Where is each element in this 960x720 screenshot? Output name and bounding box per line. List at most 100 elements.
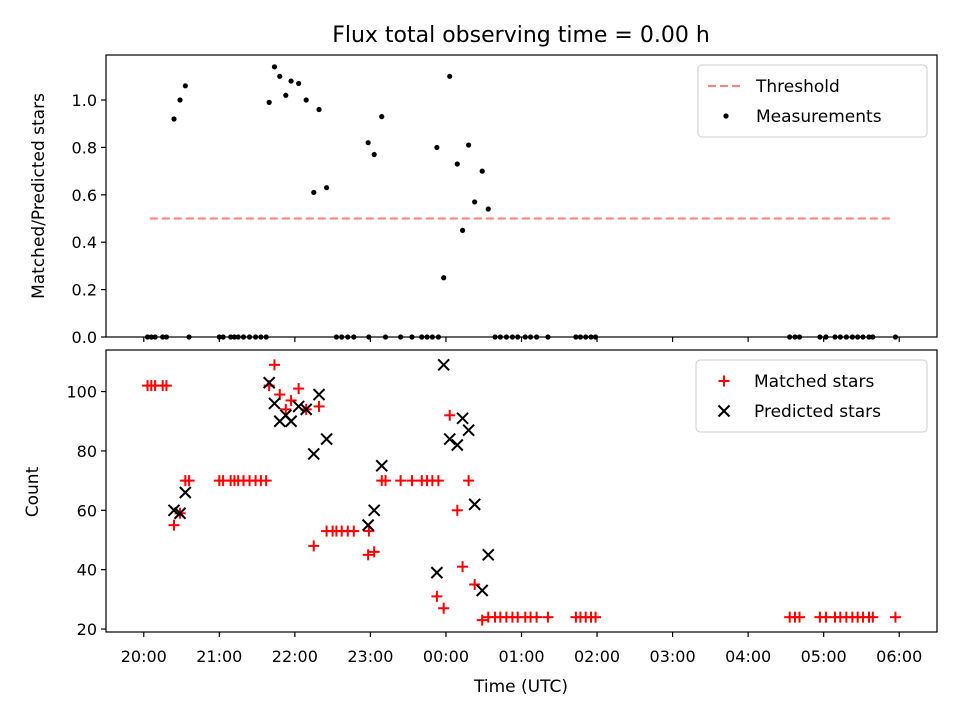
bottom-x-tick-label-10: 06:00 [876, 647, 922, 666]
top-legend: Threshold Measurements [697, 64, 928, 138]
top-point-0-33 [365, 140, 371, 146]
bottom-point-1-9 [299, 403, 313, 416]
bottom-x-tick-label-6: 02:00 [574, 647, 620, 666]
bottom-y-tick-label-1: 40 [77, 561, 97, 580]
bottom-point-0-81 [889, 611, 901, 623]
top-point-0-50 [472, 199, 478, 205]
bottom-point-1-4 [268, 397, 281, 410]
x-axis-label: Time (UTC) [473, 677, 568, 697]
bottom-legend-label-1: Predicted stars [754, 402, 881, 422]
top-point-0-49 [466, 142, 472, 148]
bottom-point-0-22 [280, 403, 292, 415]
bottom-point-0-8 [183, 475, 195, 487]
top-point-0-5 [171, 116, 177, 122]
top-point-0-6 [177, 97, 183, 103]
top-point-0-46 [447, 73, 453, 79]
bottom-point-1-2-b [179, 486, 192, 499]
bottom-y-tick-label-4: 100 [66, 383, 97, 402]
bottom-legend-marker-1-b [717, 404, 731, 418]
bottom-point-1-12 [320, 432, 333, 446]
top-series-0 [144, 64, 899, 340]
bottom-point-0-24 [293, 383, 305, 395]
bottom-point-0-45 [431, 590, 443, 602]
bottom-point-1-14-b [367, 504, 381, 517]
bottom-point-1-13-b [361, 518, 375, 532]
bottom-y-tick-label-0: 20 [77, 620, 97, 639]
bottom-point-0-37 [363, 525, 375, 537]
top-y-tick-label-3: 0.6 [72, 186, 97, 205]
top-y-tick-label-4: 0.8 [72, 138, 97, 157]
bottom-point-1-21 [462, 423, 475, 437]
top-point-0-22 [283, 92, 289, 98]
bottom-point-1-9-b [299, 403, 313, 416]
bottom-y-axis-label: Count [23, 466, 43, 517]
bottom-point-1-10 [307, 447, 320, 461]
bottom-point-0-67 [590, 611, 602, 623]
top-point-0-27 [316, 106, 322, 113]
bottom-x-tick-label-8: 04:00 [725, 647, 771, 666]
bottom-point-0-48 [451, 504, 463, 516]
bottom-point-1-22-b [468, 498, 481, 511]
bottom-point-1-17 [437, 358, 450, 372]
bottom-legend-marker-0 [718, 375, 730, 387]
bottom-point-0-33 [348, 525, 360, 537]
bottom-point-0-47 [444, 409, 456, 421]
bottom-point-1-13 [361, 518, 375, 532]
bottom-point-0-27 [313, 400, 325, 412]
bottom-point-1-19-b [451, 438, 464, 452]
bottom-point-1-3-b [262, 376, 276, 389]
top-y-tick-label-5: 1.0 [72, 91, 97, 110]
top-point-0-35 [379, 114, 385, 120]
top-point-0-20 [271, 64, 278, 70]
bottom-point-0-44 [432, 475, 444, 487]
bottom-x-tick-label-9: 05:00 [801, 647, 847, 666]
bottom-point-1-6-b [279, 409, 293, 422]
bottom-point-1-0-b [167, 504, 181, 517]
bottom-point-1-14 [367, 504, 381, 517]
bottom-x-tick-label-2: 22:00 [272, 647, 318, 666]
top-point-0-52 [485, 206, 491, 212]
top-y-tick-label-0: 0.0 [72, 328, 97, 347]
bottom-point-0-50 [463, 475, 475, 487]
bottom-point-0-39 [395, 475, 407, 487]
bottom-legend-box [695, 359, 928, 433]
bottom-point-1-15 [375, 459, 388, 472]
top-point-0-23 [288, 78, 294, 84]
bottom-legend-label-0: Matched stars [754, 372, 874, 392]
bottom-point-1-7-b [284, 415, 298, 428]
bottom-point-1-11 [312, 388, 326, 401]
top-point-0-34 [371, 151, 377, 158]
bottom-point-1-11-b [312, 388, 326, 401]
bottom-point-0-49 [457, 561, 469, 573]
bottom-panel: 20 40 60 80 100 20:00 21:00 22:00 23:00 00:00 01:0… [66, 349, 938, 666]
bottom-point-1-3 [262, 376, 276, 389]
bottom-point-0-70 [794, 611, 806, 623]
top-point-0-21 [277, 73, 283, 79]
bottom-x-tick-label-7: 03:00 [650, 647, 696, 666]
top-point-0-48 [459, 227, 466, 233]
top-legend-label-1: Measurements [756, 107, 882, 127]
bottom-point-1-1-b [173, 507, 187, 520]
bottom-point-1-24-b [482, 548, 495, 562]
bottom-point-1-16-b [430, 566, 444, 579]
bottom-point-0-18 [260, 475, 272, 487]
bottom-y-tick-label-3: 80 [77, 442, 97, 461]
top-legend-box [697, 64, 928, 138]
top-point-0-28 [323, 185, 330, 191]
bottom-point-1-8-b [292, 400, 305, 413]
top-y-tick-label-1: 0.2 [72, 281, 97, 300]
bottom-point-1-16 [430, 566, 444, 579]
bottom-point-0-5 [168, 519, 180, 531]
top-point-0-44 [434, 144, 440, 151]
top-point-0-26 [311, 189, 317, 196]
top-legend-label-0: Threshold [755, 77, 840, 97]
bottom-point-0-61 [531, 611, 543, 623]
bottom-point-1-18-b [443, 432, 456, 446]
top-point-0-25 [303, 97, 309, 103]
bottom-point-1-19 [451, 438, 464, 452]
bottom-point-1-1 [173, 507, 187, 520]
bottom-x-tick-label-1: 21:00 [196, 647, 242, 666]
bottom-point-1-8 [292, 400, 305, 413]
bottom-point-0-23 [285, 394, 297, 406]
